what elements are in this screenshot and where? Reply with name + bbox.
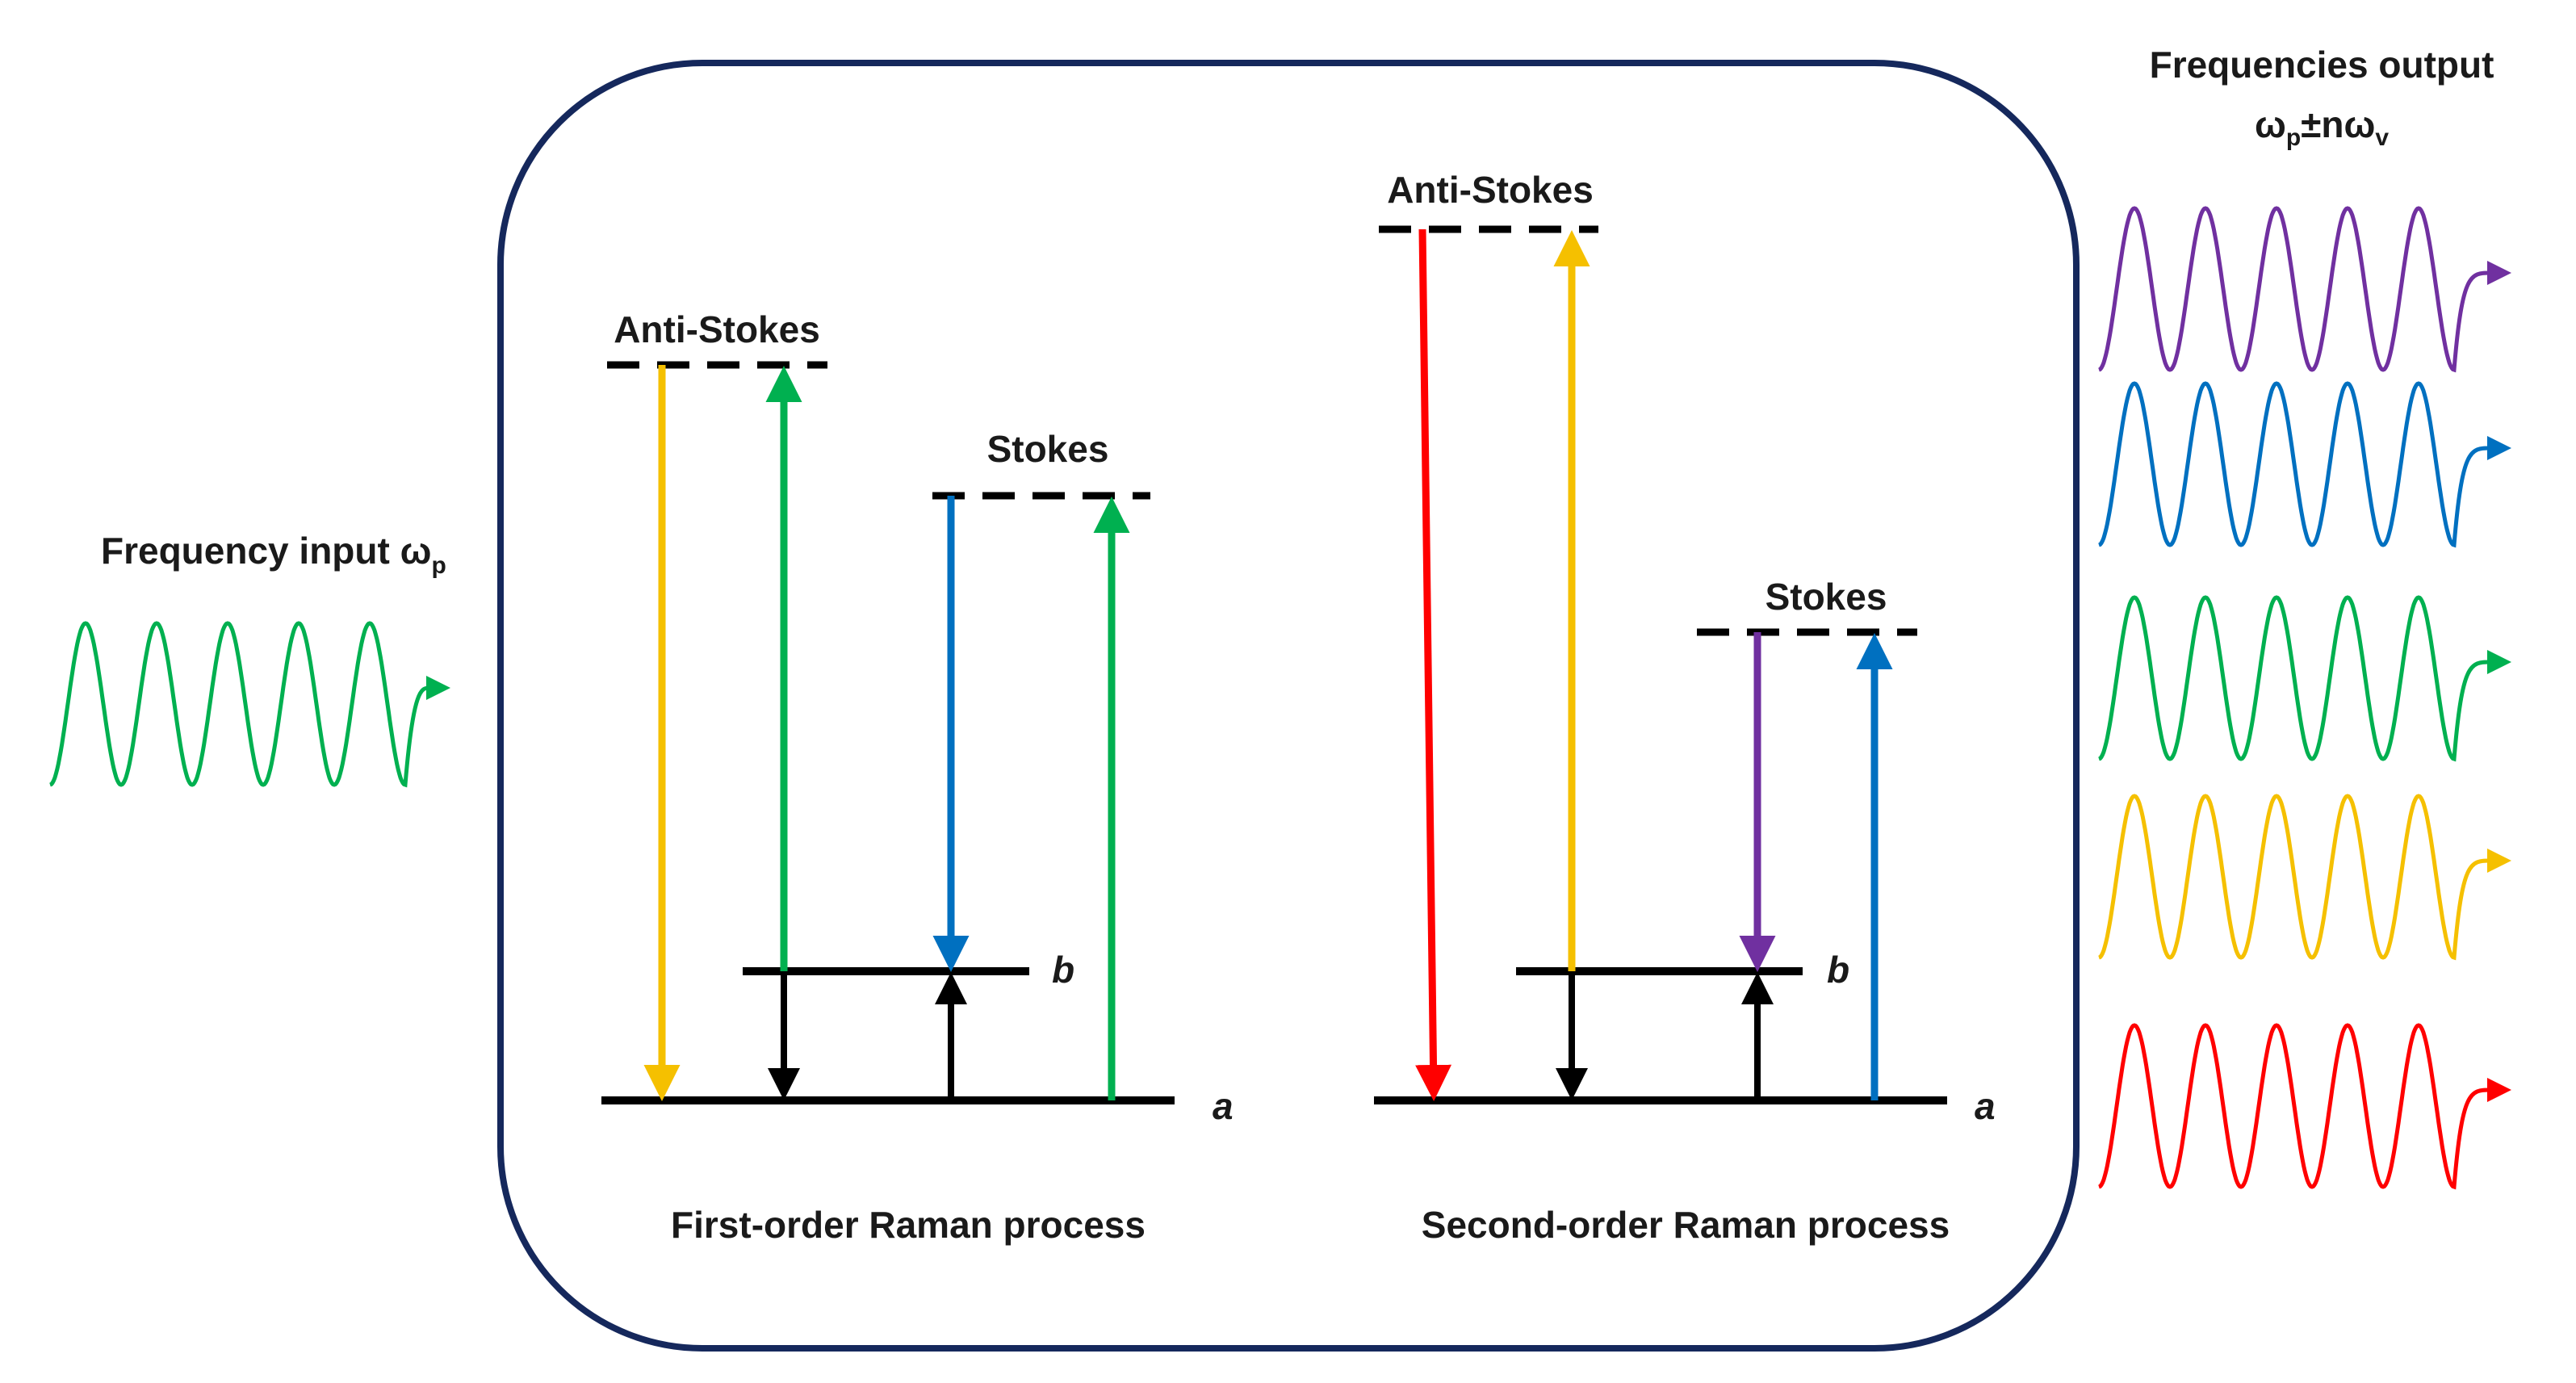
output-wave-red bbox=[2098, 1023, 2491, 1190]
raman-medium-frame bbox=[497, 60, 2080, 1352]
output-wave-green bbox=[2098, 595, 2491, 762]
level-a-label-2: a bbox=[1975, 1085, 1996, 1127]
level-b-label-2: b bbox=[1827, 949, 1849, 991]
output-wave-green-arrowhead bbox=[2487, 650, 2511, 674]
level-b-label-1: b bbox=[1052, 949, 1074, 991]
output-wave-blue bbox=[2098, 381, 2491, 548]
input-wave-path bbox=[49, 621, 430, 788]
input-wave-path-arrowhead bbox=[426, 676, 450, 700]
first-order-process: Anti-Stokes Stokes b a First-order Raman… bbox=[601, 308, 1234, 1246]
second-order-process: Anti-Stokes Stokes b a Second-order Rama… bbox=[1374, 169, 1996, 1246]
anti-stokes-label-1: Anti-Stokes bbox=[614, 308, 820, 350]
output-wave-purple-arrowhead bbox=[2487, 261, 2511, 285]
level-a-label-1: a bbox=[1213, 1085, 1234, 1127]
output-wave-yellow bbox=[2098, 794, 2491, 961]
output-frequencies-title: Frequencies output bbox=[2150, 44, 2494, 86]
anti-stokes-label-2: Anti-Stokes bbox=[1387, 169, 1594, 211]
output-wave-red-arrowhead bbox=[2487, 1078, 2511, 1102]
stokes-label-2: Stokes bbox=[1766, 576, 1887, 618]
input-wave bbox=[49, 621, 450, 788]
output-wave-yellow-arrowhead bbox=[2487, 849, 2511, 873]
input-frequency-label: Frequency input ωp bbox=[101, 530, 446, 579]
output-frequency-formula: ωp±nωv bbox=[2255, 103, 2389, 151]
stokes-label-1: Stokes bbox=[987, 428, 1109, 470]
second-order-caption: Second-order Raman process bbox=[1422, 1204, 1950, 1246]
first-order-caption: First-order Raman process bbox=[671, 1204, 1146, 1246]
red-anti-stokes-emission-arrow bbox=[1415, 228, 1452, 1101]
output-wave-blue-arrowhead bbox=[2487, 436, 2511, 460]
output-wave-purple bbox=[2098, 206, 2491, 373]
output-waves bbox=[2098, 206, 2511, 1190]
